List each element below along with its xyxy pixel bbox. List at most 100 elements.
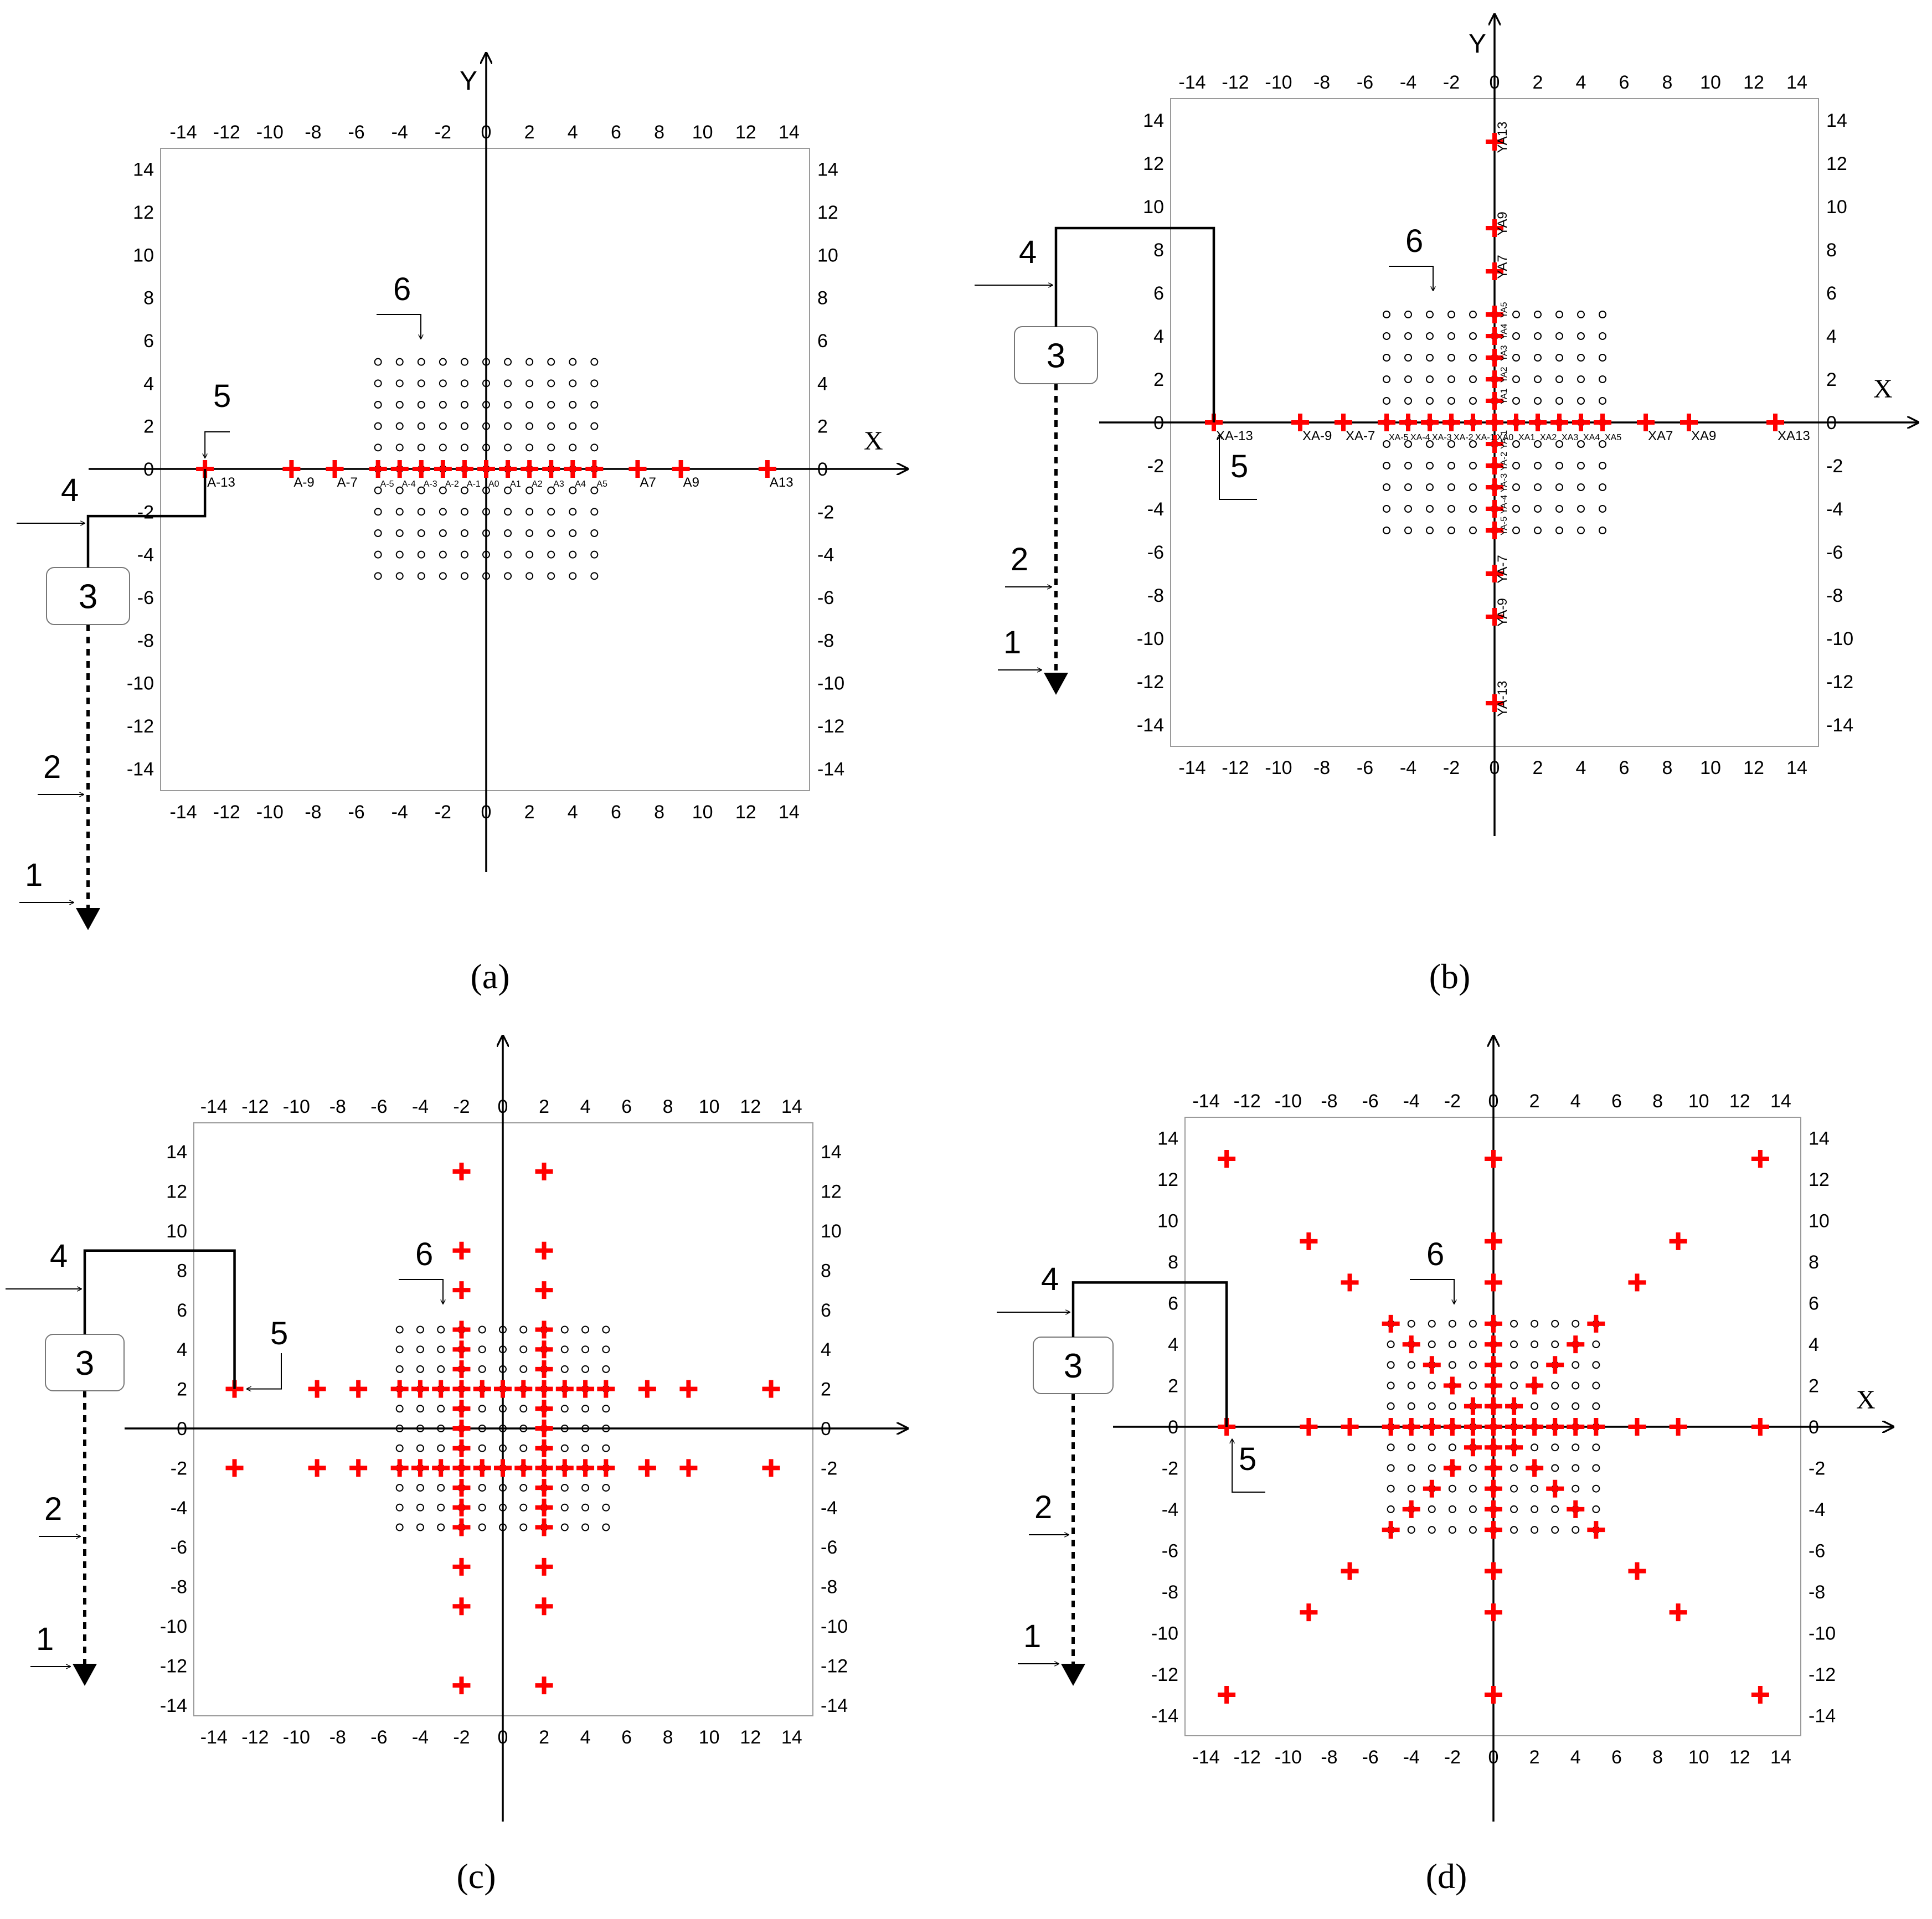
callout-n4: 4 (1041, 1261, 1059, 1297)
tick-label-left: -8 (171, 1577, 187, 1598)
grid-point (1599, 332, 1606, 340)
grid-point (374, 550, 382, 559)
grid-point (1534, 397, 1542, 405)
grid-point (1577, 462, 1585, 470)
grid-point (395, 1405, 404, 1413)
grid-point (417, 401, 425, 409)
measurement-point-marker (576, 1380, 595, 1398)
measurement-point-marker (679, 1380, 698, 1398)
point-label: XA2 (1540, 433, 1557, 442)
tick-label-top: 4 (1570, 1091, 1581, 1112)
tick-label-top: 10 (1688, 1091, 1709, 1112)
grid-point (1572, 1381, 1580, 1390)
measurement-point-marker (1300, 1603, 1318, 1622)
tick-label-top: -6 (1362, 1091, 1378, 1112)
grid-point (581, 1405, 590, 1413)
tick-label-right: 8 (821, 1260, 831, 1281)
callout-n6: 6 (1426, 1236, 1444, 1272)
tick-label-right: -10 (1809, 1623, 1836, 1644)
tick-label-left: 8 (143, 288, 154, 309)
grid-point (519, 1345, 528, 1354)
measurement-point-marker (535, 1676, 553, 1695)
grid-point (1383, 505, 1390, 513)
measurement-point-marker (535, 1320, 553, 1339)
grid-point (1577, 332, 1585, 340)
grid-point (560, 1325, 569, 1334)
tick-label-right: 6 (817, 331, 828, 352)
tick-label-bottom: 10 (692, 802, 713, 823)
tick-label-top: -8 (305, 122, 321, 143)
measurement-point-marker (1669, 1603, 1687, 1622)
grid-point (519, 1365, 528, 1373)
tick-label-bottom: 4 (1576, 757, 1586, 778)
grid-point (569, 550, 577, 559)
tick-label-right: 14 (821, 1142, 842, 1163)
measurement-point-marker (1751, 1686, 1769, 1704)
tick-label-bottom: 10 (699, 1727, 720, 1748)
grid-point (374, 401, 382, 409)
tick-label-left: 12 (1143, 153, 1164, 174)
measurement-point-marker (1669, 1418, 1687, 1436)
grid-point (1510, 1526, 1518, 1534)
measurement-point-marker (225, 1459, 244, 1477)
tick-label-left: -2 (1162, 1458, 1178, 1479)
tick-label-left: -4 (1147, 499, 1164, 520)
tick-label-right: -12 (1809, 1664, 1836, 1685)
measurement-point-marker (452, 1597, 471, 1616)
point-label: A-3 (424, 479, 437, 489)
grid-point (395, 379, 404, 388)
measurement-point-marker (1486, 327, 1503, 345)
point-label: YA3 (1500, 345, 1509, 361)
point-label: YA4 (1500, 323, 1509, 339)
panel-d-caption: (d) (1426, 1856, 1467, 1896)
tick-label-right: -2 (817, 502, 834, 523)
grid-point (547, 443, 555, 452)
measurement-point-marker (452, 1439, 471, 1457)
measurement-point-marker (1382, 1314, 1400, 1333)
grid-point (1572, 1361, 1580, 1369)
measurement-point-marker (1485, 1438, 1502, 1457)
measurement-point-marker (1486, 219, 1503, 237)
tick-label-left: 8 (1153, 240, 1164, 261)
grid-point (460, 422, 468, 430)
tick-label-left: -4 (171, 1498, 187, 1519)
measurement-point-marker (1486, 478, 1503, 496)
grid-point (1534, 462, 1542, 470)
measurement-point-marker (411, 1380, 429, 1398)
grid-point (1448, 1361, 1456, 1369)
grid-point (1426, 527, 1434, 534)
measurement-point-marker (1567, 1418, 1585, 1436)
grid-point (590, 358, 599, 366)
tick-label-top: 14 (1770, 1091, 1791, 1112)
measurement-point-marker (535, 1459, 553, 1477)
grid-point (395, 1503, 404, 1512)
probe-end-triangle (76, 908, 100, 930)
panel-a-markers (196, 460, 776, 478)
measurement-point-marker (1485, 1500, 1502, 1518)
grid-point (504, 550, 512, 559)
tick-label-bottom: -14 (200, 1727, 228, 1748)
grid-point (504, 443, 512, 452)
grid-point (1534, 375, 1542, 383)
measurement-point-marker (452, 1320, 471, 1339)
grid-point (1599, 375, 1606, 383)
grid-point (1469, 505, 1477, 513)
tick-label-right: -6 (1826, 542, 1843, 563)
measurement-point-marker (1505, 1397, 1523, 1415)
solid-probe-line (1054, 226, 1215, 422)
grid-point (519, 1405, 528, 1413)
measurement-point-marker (514, 1380, 533, 1398)
grid-point (581, 1444, 590, 1452)
measurement-point-marker (1680, 414, 1698, 431)
grid-point (525, 379, 534, 388)
tick-label-right: -14 (1826, 715, 1853, 736)
tick-label-left: -6 (1162, 1540, 1178, 1561)
grid-point (1448, 1443, 1456, 1452)
grid-point (1447, 332, 1455, 340)
grid-point (417, 529, 425, 537)
measurement-point-marker (452, 1380, 471, 1398)
tick-label-bottom: -10 (1275, 1747, 1302, 1768)
grid-point (504, 422, 512, 430)
tick-label-bottom: -4 (412, 1727, 429, 1748)
grid-point (1572, 1319, 1580, 1328)
